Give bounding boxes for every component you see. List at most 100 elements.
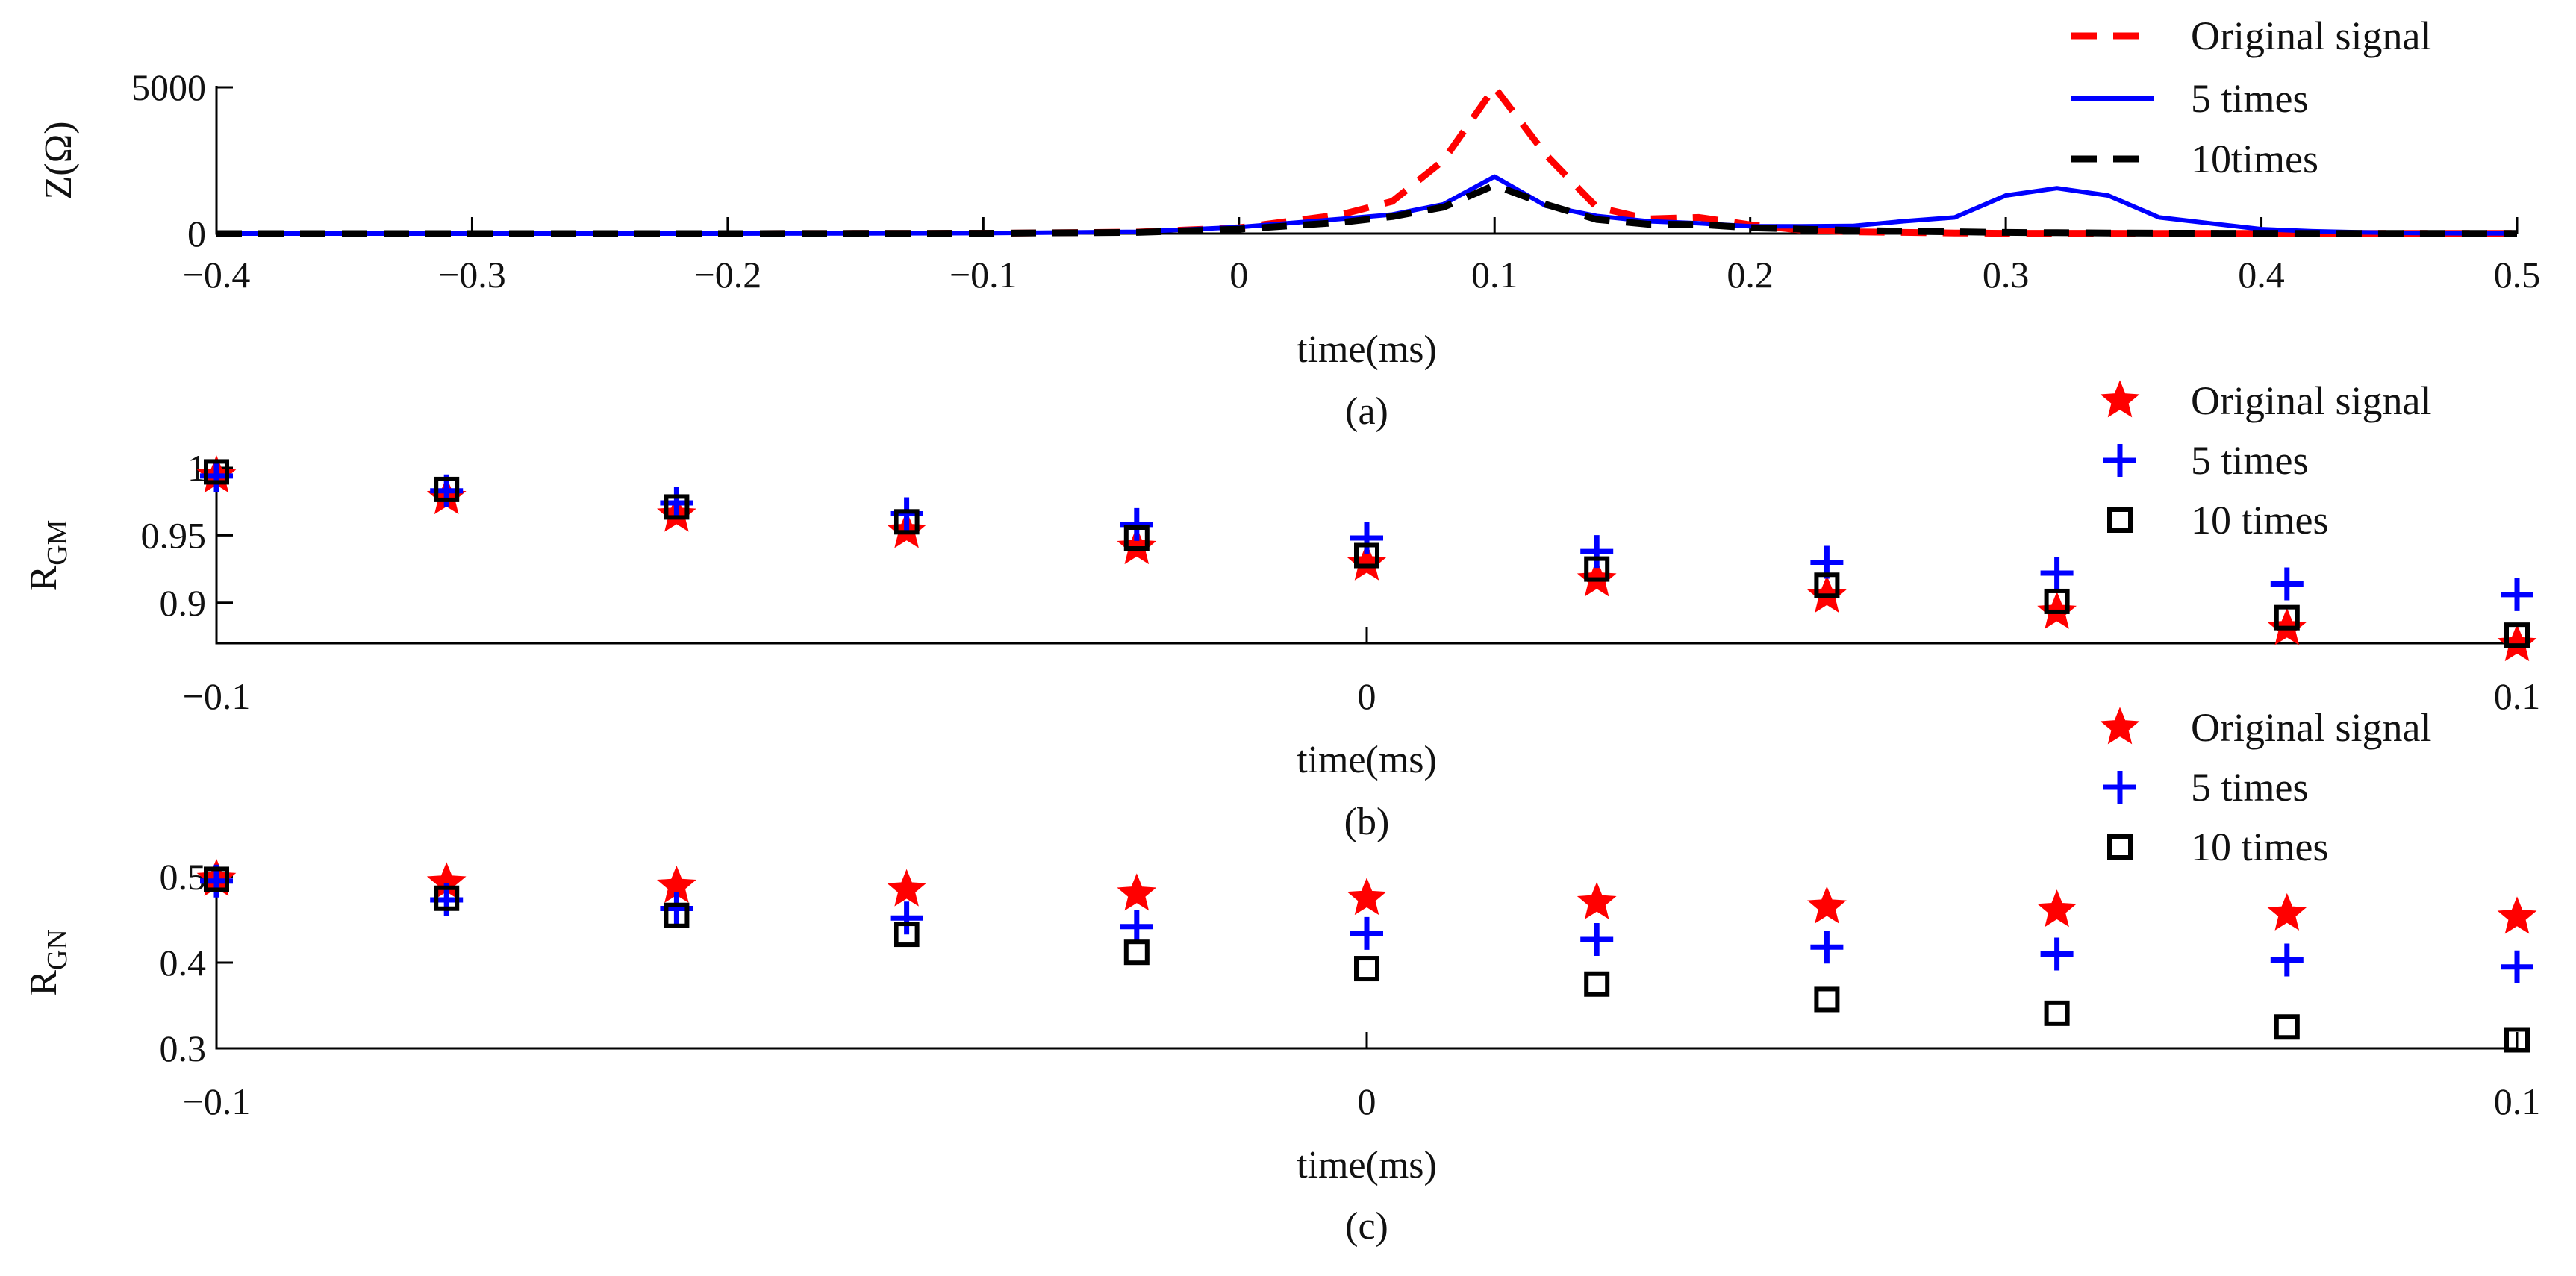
data-point-plus <box>890 901 923 935</box>
data-point-star <box>2497 624 2537 662</box>
y-axis-label: RGN <box>22 929 73 996</box>
x-axis-label: time(ms) <box>1297 328 1437 371</box>
y-tick-label: 1 <box>187 447 206 489</box>
data-point-plus <box>1580 922 1614 956</box>
legend-entry: 5 times <box>2103 765 2309 810</box>
data-point-plus <box>2040 937 2074 971</box>
y-tick-label: 0.5 <box>160 856 207 898</box>
y-axis-label: RGM <box>22 520 73 592</box>
legend-entry: 5 times <box>2103 438 2309 483</box>
x-tick-label: −0.1 <box>949 254 1017 295</box>
data-point-square <box>894 509 920 535</box>
data-point-square <box>2504 622 2530 648</box>
data-point-plus <box>2270 567 2304 601</box>
data-point-star <box>1347 878 1387 916</box>
x-tick-label: −0.1 <box>183 675 251 717</box>
data-point-star <box>1807 886 1847 924</box>
caption-c: (c) <box>1345 1205 1388 1248</box>
x-tick-label: 0 <box>1358 675 1376 717</box>
x-tick-label: 0.2 <box>1727 254 1774 295</box>
legend-label: 10times <box>2191 137 2318 181</box>
y-axis-label-subscript: GN <box>42 929 73 970</box>
series-10-times <box>204 866 2530 1053</box>
data-point-square <box>1123 939 1150 966</box>
y-tick-label: 0.9 <box>160 582 207 624</box>
data-point-square <box>1814 986 1840 1013</box>
x-tick-label: 0.3 <box>1983 254 2030 295</box>
x-tick-label: −0.3 <box>438 254 506 295</box>
legend-entry: Original signal <box>2100 705 2431 750</box>
data-point-square <box>204 459 229 485</box>
legend-label: 5 times <box>2191 765 2309 810</box>
y-tick-label: 0.3 <box>160 1028 207 1069</box>
legend-label: 5 times <box>2191 438 2309 483</box>
x-tick-label: −0.2 <box>694 254 762 295</box>
legend-swatch <box>2100 380 2140 418</box>
data-point-square <box>1584 971 1610 997</box>
x-tick-label: −0.1 <box>183 1080 251 1122</box>
caption-b: (b) <box>1344 801 1390 843</box>
legend-entry: Original signal <box>2071 13 2431 58</box>
data-point-plus <box>2501 950 2533 983</box>
data-point-square <box>1584 556 1610 582</box>
x-tick-label: −0.4 <box>183 254 251 295</box>
series-line-original-signal <box>216 84 2517 237</box>
legend-swatch <box>2103 771 2136 804</box>
data-point-plus <box>1350 522 1383 554</box>
legend-swatch <box>2107 507 2133 533</box>
data-point-plus <box>1580 535 1614 569</box>
x-tick-label: 0.1 <box>2494 675 2541 717</box>
data-point-square <box>434 885 460 911</box>
data-point-square <box>2274 1014 2300 1040</box>
legend-label: Original signal <box>2191 378 2431 423</box>
data-point-star <box>1577 881 1617 919</box>
x-tick-label: 0.5 <box>2494 254 2541 295</box>
data-point-plus <box>1120 507 1153 541</box>
data-point-square <box>664 902 690 928</box>
y-axis-label: Z(Ω) <box>37 121 80 199</box>
y-axis-label-subscript: GM <box>42 520 73 566</box>
legend-entry: 10 times <box>2107 498 2329 542</box>
data-point-star <box>887 869 926 907</box>
data-point-star <box>2497 896 2537 934</box>
data-point-plus <box>1120 910 1153 943</box>
chart-a: −0.4 −0.3 −0.2 −0.1 0 0.1 0.2 0.3 0.4 0.5 0 5000 tim… <box>37 13 2540 433</box>
data-point-plus <box>1810 931 1844 964</box>
legend-entry: 5 times <box>2071 76 2309 121</box>
y-tick-label: 0.4 <box>160 942 207 983</box>
data-point-star <box>1347 542 1387 581</box>
data-point-plus <box>2501 578 2533 611</box>
series-10-times <box>204 459 2530 648</box>
data-point-square <box>204 866 229 892</box>
legend-label: 10 times <box>2191 825 2329 869</box>
legend-entry: Original signal <box>2100 378 2431 423</box>
data-point-plus <box>2040 557 2074 589</box>
x-axis-label: time(ms) <box>1297 739 1437 781</box>
y-tick-label: 0.95 <box>141 514 207 556</box>
x-tick-label: 0.1 <box>1471 254 1518 295</box>
series-5-times <box>200 459 2533 611</box>
data-point-plus <box>2270 943 2304 977</box>
data-point-square <box>2504 1027 2530 1053</box>
legend-label: Original signal <box>2191 13 2431 58</box>
legend-entry: 10times <box>2071 137 2318 181</box>
data-point-plus <box>1350 916 1383 950</box>
data-point-square <box>664 494 690 520</box>
x-axis-label: time(ms) <box>1297 1144 1437 1186</box>
data-point-square <box>1354 542 1379 569</box>
chart-c: −0.1 0 0.1 0.3 0.4 0.5 time(ms) (c) RGN Original … <box>22 705 2540 1248</box>
legend-label: 10 times <box>2191 498 2329 542</box>
data-point-square <box>894 922 920 948</box>
data-point-square <box>2274 604 2300 631</box>
data-point-star <box>1117 873 1157 911</box>
x-tick-label: 0 <box>1229 254 1248 295</box>
data-point-square <box>1814 572 1840 598</box>
x-tick-label: 0 <box>1358 1080 1376 1122</box>
data-point-square <box>2044 588 2070 614</box>
legend-swatch <box>2107 834 2133 860</box>
legend-label: 5 times <box>2191 76 2309 121</box>
data-point-square <box>2044 1000 2070 1026</box>
series-line-10times <box>216 181 2517 237</box>
caption-a: (a) <box>1345 390 1388 433</box>
